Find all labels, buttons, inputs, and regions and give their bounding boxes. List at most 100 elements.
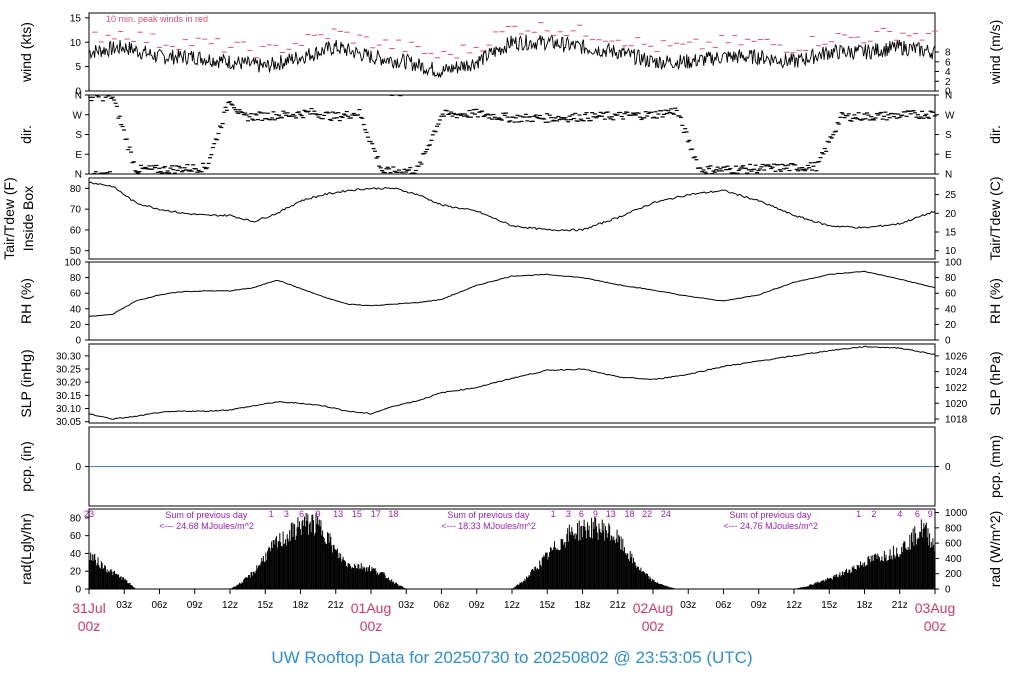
rad-hour-marker: 3	[284, 509, 289, 519]
rh-plot-frame	[88, 261, 936, 341]
x-day-time: 00z	[642, 618, 665, 634]
dir-right-tick-label: N	[945, 170, 952, 181]
dir-left-tick-label: N	[75, 91, 82, 102]
x-tick-label: 12z	[222, 600, 238, 611]
wind-right-tick-label: 0	[945, 87, 951, 98]
wind-right-tick-label: 4	[945, 67, 951, 78]
rad-sum-label: Sum of previous day	[447, 510, 530, 520]
rh-right-tick-label: 60	[945, 289, 957, 300]
rad-hour-marker: 13	[606, 509, 616, 519]
rh-right-tick-label: 0	[945, 336, 951, 347]
temp-ylabel-right: Tair/Tdew (C)	[987, 176, 1003, 260]
rh-left-tick-label: 60	[70, 289, 82, 300]
temp-ylabel-left-2: Inside Box	[20, 186, 36, 251]
slp-right-tick-label: 1026	[945, 351, 968, 362]
slp-left-tick-label: 30.25	[56, 365, 81, 376]
rad-ylabel-left: rad(Lgly/hr)	[18, 513, 34, 585]
wind-left-tick-label: 0	[75, 87, 81, 98]
rh-right-tick-label: 80	[945, 273, 957, 284]
slp-left-tick-label: 30.15	[56, 391, 81, 402]
rad-hour-marker: 6	[579, 509, 584, 519]
x-tick-label: 09z	[469, 600, 485, 611]
rad-left-tick-label: 0	[75, 585, 81, 596]
pcp-ylabel-right: pcp. (mm)	[987, 435, 1003, 498]
x-tick-label: 21z	[610, 600, 626, 611]
rh-ylabel-left: RH (%)	[18, 278, 34, 324]
chart-title: UW Rooftop Data for 20250730 to 20250802…	[271, 648, 753, 667]
wind-speed-line	[88, 34, 936, 79]
temp-right-tick-label: 20	[945, 209, 957, 220]
rad-hour-marker: 23	[84, 509, 94, 519]
dir-right-tick-label: E	[945, 150, 952, 161]
wind-ylabel-right: wind (m/s)	[987, 20, 1003, 86]
rad-sum-label: Sum of previous day	[165, 510, 248, 520]
rad-right-tick-label: 0	[945, 585, 951, 596]
wind-left-tick-label: 10	[70, 38, 82, 49]
x-day-date: 01Aug	[351, 600, 391, 616]
dir-ylabel-right: dir.	[987, 125, 1003, 144]
temp-left-tick-label: 80	[70, 184, 82, 195]
rad-right-tick-label: 400	[945, 554, 962, 565]
rad-hour-marker: 6	[299, 509, 304, 519]
dir-plot-frame	[88, 94, 936, 175]
rad-sum-value: <--- 24.76 MJoules/m^2	[723, 521, 818, 531]
rad-sum-value: <--- 24.68 MJoules/m^2	[159, 521, 254, 531]
pcp-left-tick-label: 0	[75, 462, 81, 473]
rad-right-tick-label: 200	[945, 569, 962, 580]
rad-hour-marker: 4	[897, 509, 902, 519]
wind-right-tick-label: 8	[945, 48, 951, 59]
wind-ylabel-left: wind (kts)	[18, 22, 34, 83]
slp-left-tick-label: 30.20	[56, 378, 81, 389]
temp-Tair-line	[88, 181, 936, 232]
rh-right-tick-label: 40	[945, 304, 957, 315]
slp-right-tick-label: 1024	[945, 367, 968, 378]
dir-ylabel-left: dir.	[18, 125, 34, 144]
temp-right-tick-label: 25	[945, 190, 957, 201]
x-tick-label: 15z	[539, 600, 555, 611]
rad-left-tick-label: 20	[70, 567, 82, 578]
rad-hour-marker: 17	[371, 509, 381, 519]
wind-plot-frame	[88, 12, 936, 92]
x-tick-label: 18z	[856, 600, 872, 611]
dir-left-tick-label: E	[75, 150, 82, 161]
wind-annotation: 10 min. peak winds in red	[106, 14, 208, 24]
x-tick-label: 06z	[715, 600, 731, 611]
rad-hour-marker: 9	[928, 509, 933, 519]
slp-left-tick-label: 30.30	[56, 351, 81, 362]
x-tick-label: 06z	[433, 600, 449, 611]
slp-right-tick-label: 1020	[945, 399, 968, 410]
rad-sum-label: Sum of previous day	[729, 510, 812, 520]
rad-right-tick-label: 800	[945, 523, 962, 534]
x-tick-label: 03z	[398, 600, 414, 611]
rh-right-tick-label: 20	[945, 320, 957, 331]
slp-right-tick-label: 1022	[945, 383, 968, 394]
rad-left-tick-label: 40	[70, 549, 82, 560]
x-tick-label: 21z	[328, 600, 344, 611]
x-day-time: 00z	[78, 618, 101, 634]
x-tick-label: 21z	[892, 600, 908, 611]
pcp-right-tick-label: 0	[945, 462, 951, 473]
wind-left-tick-label: 5	[75, 62, 81, 73]
rad-ylabel-right: rad (W/m^2)	[987, 511, 1003, 588]
x-tick-label: 15z	[821, 600, 837, 611]
rad-hour-marker: 2	[871, 509, 876, 519]
rad-left-tick-label: 60	[70, 531, 82, 542]
rh-left-tick-label: 20	[70, 320, 82, 331]
rh-left-tick-label: 0	[75, 336, 81, 347]
x-tick-label: 12z	[786, 600, 802, 611]
rad-right-tick-label: 1000	[945, 508, 968, 519]
rad-hour-marker: 1	[269, 509, 274, 519]
x-day-time: 00z	[360, 618, 383, 634]
rh-right-tick-label: 100	[945, 258, 962, 269]
rh-left-tick-label: 40	[70, 304, 82, 315]
rad-right-tick-label: 600	[945, 539, 962, 550]
rad-hour-marker: 22	[642, 509, 652, 519]
temp-left-tick-label: 70	[70, 205, 82, 216]
x-day-date: 31Jul	[72, 600, 105, 616]
slp-right-tick-label: 1018	[945, 415, 968, 426]
slp-plot-frame	[88, 343, 936, 424]
x-tick-label: 09z	[751, 600, 767, 611]
x-tick-label: 06z	[151, 600, 167, 611]
temp-left-tick-label: 60	[70, 225, 82, 236]
